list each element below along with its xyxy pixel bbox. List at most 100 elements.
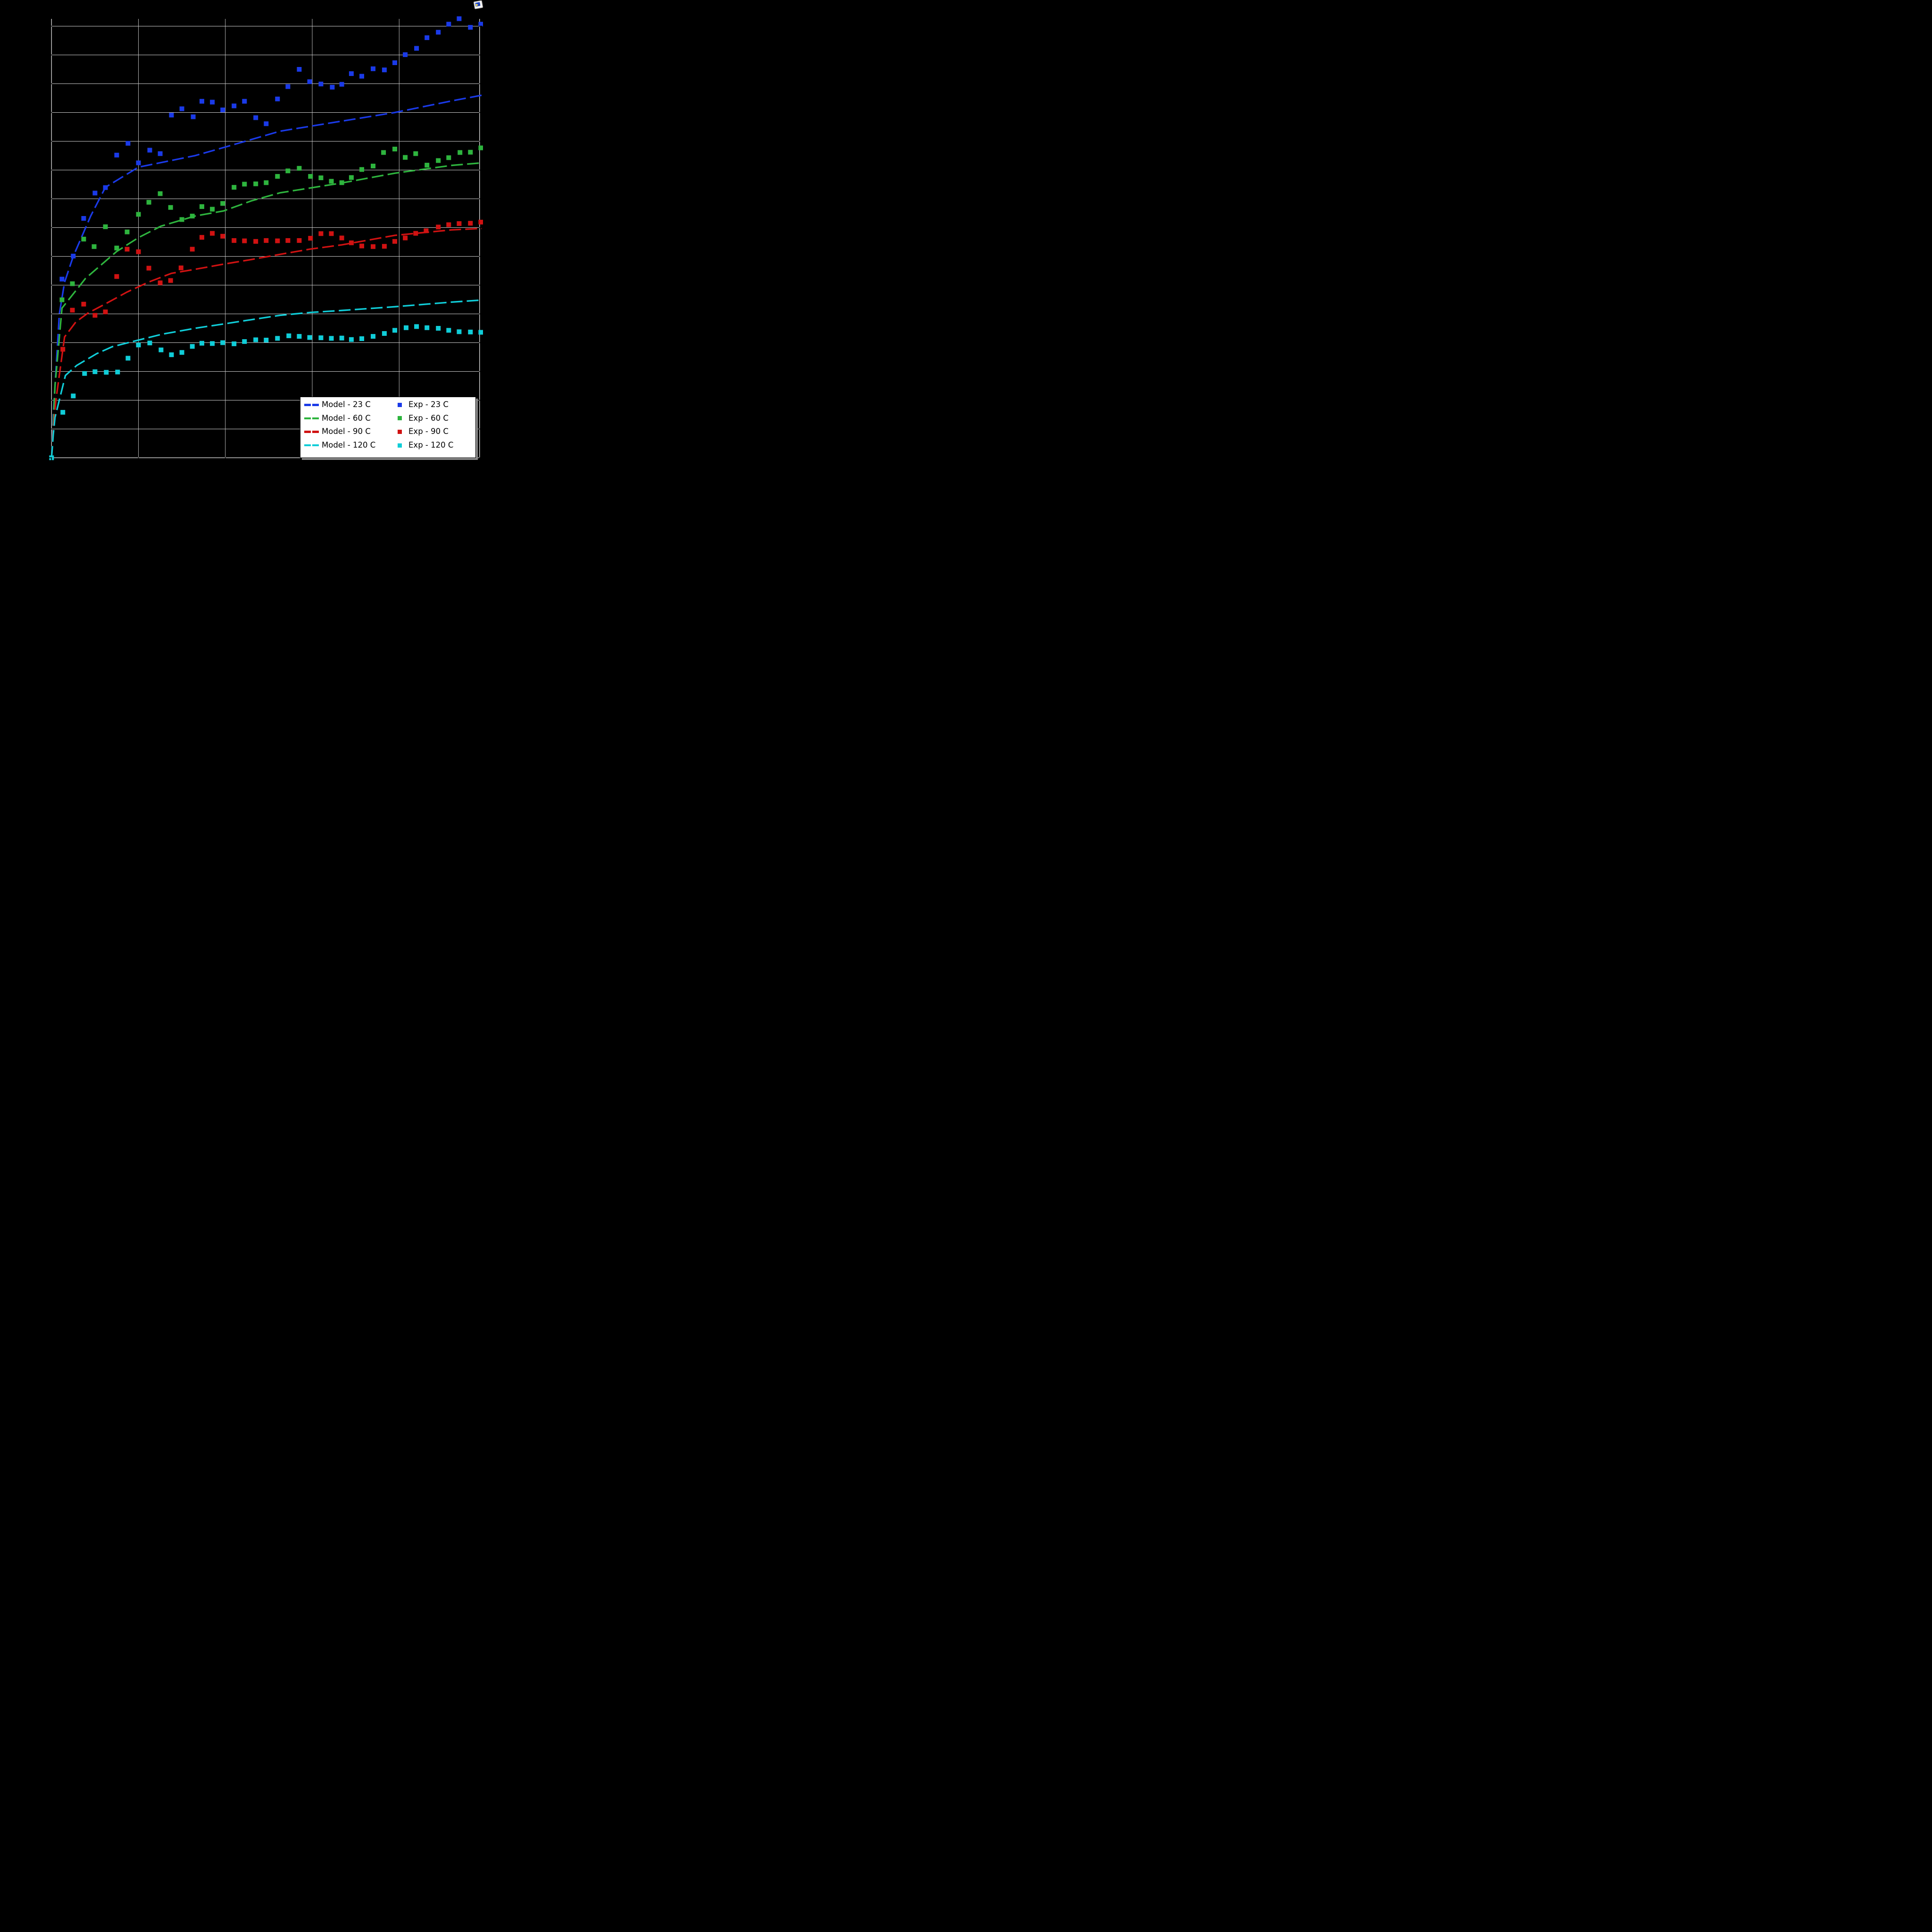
exp-marker-cyan	[307, 335, 312, 340]
legend-row: Model - 90 C Exp - 90 C	[300, 425, 475, 439]
exp-marker-green	[158, 191, 163, 196]
exp-marker-blue	[468, 25, 473, 30]
exp-marker-blue	[425, 35, 430, 40]
exp-marker-blue	[125, 141, 131, 146]
exp-marker-blue	[136, 160, 141, 166]
exp-marker-blue	[349, 71, 354, 76]
exp-marker-green	[359, 167, 364, 172]
exp-marker-green	[242, 182, 247, 187]
exp-marker-green	[285, 168, 291, 174]
exp-marker-cyan	[264, 338, 269, 342]
exp-marker-cyan	[253, 337, 258, 342]
exp-marker-red	[424, 228, 429, 233]
exp-marker-cyan	[220, 340, 225, 345]
exp-marker-green	[468, 150, 473, 155]
exp-marker-green	[329, 179, 334, 184]
exp-marker-red	[253, 239, 258, 244]
exp-marker-blue	[210, 100, 215, 105]
exp-marker-green	[446, 155, 451, 160]
exp-marker-red	[220, 233, 225, 239]
legend-entry-exp: Exp - 90 C	[398, 428, 475, 436]
exp-marker-blue	[339, 82, 344, 87]
image-viewer-app-icon[interactable]	[473, 0, 483, 9]
exp-marker-red	[242, 238, 247, 243]
exp-marker-blue	[436, 30, 441, 35]
legend-exp-label: Exp - 120 C	[408, 440, 454, 450]
exp-marker-red	[210, 231, 215, 236]
exp-marker-red	[158, 280, 163, 285]
exp-marker-blue	[478, 22, 483, 27]
legend-dash-swatch	[312, 431, 319, 433]
exp-marker-cyan	[125, 356, 131, 361]
exp-marker-green	[146, 200, 151, 205]
exp-marker-cyan	[468, 329, 473, 334]
exp-marker-cyan	[82, 371, 87, 376]
exp-marker-green	[425, 163, 430, 168]
exp-marker-cyan	[147, 341, 152, 346]
legend-dash-swatch	[312, 417, 319, 420]
axis-ticks	[49, 25, 483, 461]
legend-row: Model - 60 C Exp - 60 C	[300, 412, 475, 425]
exp-marker-red	[70, 308, 75, 313]
exp-marker-blue	[382, 67, 387, 73]
exp-marker-green	[371, 164, 375, 168]
exp-marker-red	[232, 238, 237, 243]
exp-marker-green	[103, 224, 108, 229]
exp-marker-green	[478, 145, 483, 150]
legend-square-swatch	[398, 402, 402, 407]
gridlines	[51, 19, 480, 458]
exp-marker-cyan	[286, 333, 291, 338]
exp-marker-cyan	[318, 335, 324, 341]
exp-marker-red	[349, 240, 354, 245]
exp-marker-red	[200, 235, 204, 240]
exp-marker-cyan	[242, 339, 247, 344]
legend-entry-model: Model - 90 C	[300, 428, 398, 436]
exp-marker-cyan	[436, 326, 441, 331]
exp-marker-green	[179, 217, 184, 222]
exp-marker-blue	[414, 46, 419, 51]
legend-dash-swatch	[312, 444, 319, 447]
exp-marker-blue	[114, 152, 119, 158]
exp-marker-blue	[457, 16, 462, 21]
exp-marker-green	[297, 166, 302, 171]
exp-marker-green	[232, 185, 237, 190]
exp-marker-green	[275, 174, 280, 179]
exp-marker-blue	[285, 84, 291, 89]
exp-marker-cyan	[210, 341, 215, 346]
exp-marker-red	[297, 238, 302, 243]
exp-marker-blue	[200, 99, 204, 104]
exp-marker-green	[70, 281, 75, 286]
exp-marker-red	[382, 244, 387, 249]
exp-marker-cyan	[371, 334, 375, 339]
exp-marker-red	[264, 238, 269, 243]
legend-entry-model: Model - 23 C	[300, 401, 398, 409]
exp-marker-green	[403, 155, 408, 160]
exp-marker-red	[275, 238, 280, 243]
exp-marker-green	[210, 207, 215, 212]
icon-play-glyph	[475, 3, 479, 7]
model-curves	[50, 94, 482, 458]
exp-marker-green	[200, 204, 204, 209]
exp-marker-blue	[318, 82, 324, 87]
exp-marker-cyan	[71, 393, 76, 399]
exp-marker-green	[136, 212, 141, 217]
legend-dash-swatch	[304, 404, 311, 406]
exp-marker-blue	[371, 66, 375, 71]
exp-marker-cyan	[382, 331, 387, 336]
legend-row: Model - 120 C Exp - 120 C	[300, 439, 475, 452]
legend-exp-label: Exp - 23 C	[408, 400, 449, 409]
exp-marker-blue	[446, 22, 451, 27]
exp-marker-cyan	[446, 328, 451, 333]
exp-marker-red	[457, 221, 462, 226]
exp-marker-red	[371, 244, 375, 249]
exp-marker-cyan	[92, 369, 98, 375]
legend-entry-exp: Exp - 120 C	[398, 441, 475, 450]
legend-entry-exp: Exp - 23 C	[398, 401, 475, 409]
exp-marker-blue	[169, 113, 174, 117]
exp-marker-green	[436, 158, 441, 163]
legend-box: Model - 23 C Exp - 23 C Model - 60 C Exp - …	[300, 397, 476, 458]
legend-entry-model: Model - 60 C	[300, 414, 398, 423]
exp-marker-red	[392, 239, 397, 244]
chart-window: Model - 23 C Exp - 23 C Model - 60 C Exp - …	[0, 0, 483, 483]
exp-marker-red	[359, 243, 364, 249]
